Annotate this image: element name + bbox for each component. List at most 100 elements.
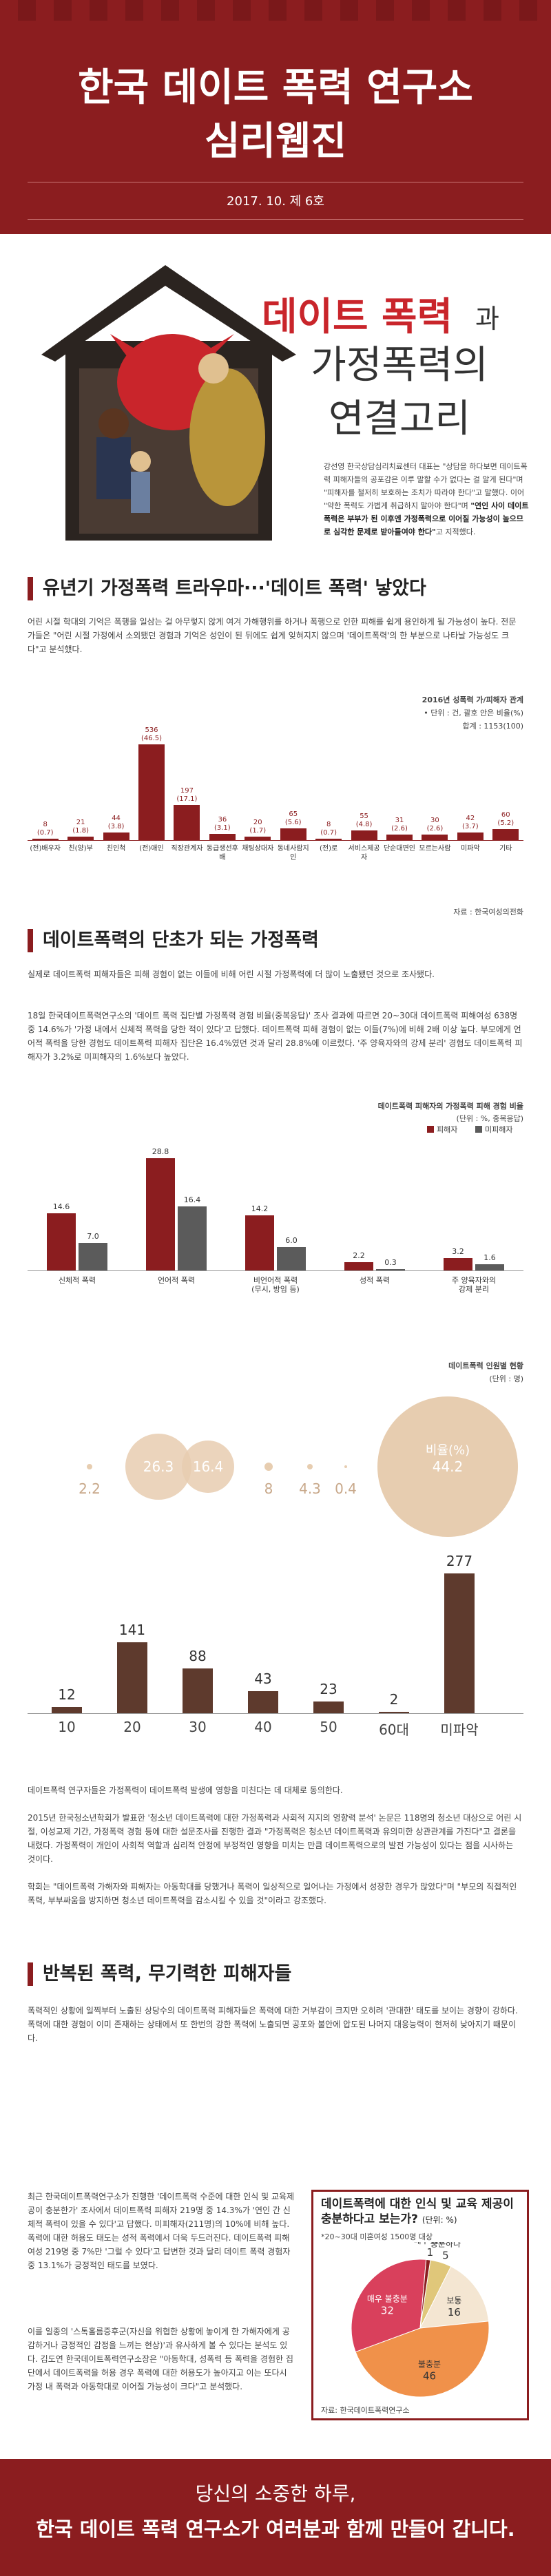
chart4-slice-label: 매우 충분 (413, 2242, 446, 2245)
chart3-bubble-value: 26.3 (143, 1458, 174, 1475)
chart1-value-label: 536 (46.5) (141, 726, 163, 743)
chart3-unit: (단위 : 명) (489, 1374, 523, 1383)
chart1-bar (209, 833, 236, 840)
chart3-baseline (28, 1713, 523, 1714)
chart3-value-label: 12 (58, 1686, 76, 1704)
chart1-category-label: 단순대면인 (383, 845, 415, 852)
chart1-category-label: 모르는사람 (419, 845, 451, 852)
chart1-category-label: 동급생선후배 (206, 845, 238, 861)
chart4-slice (351, 2259, 427, 2353)
chart2-value-label: 6.0 (285, 1236, 298, 1245)
chart1-category-label: (전)로 (320, 845, 338, 852)
header-pattern (0, 0, 551, 21)
chart4-slice-value: 5 (442, 2250, 449, 2262)
chart1-value-label: 55 (4.8) (355, 812, 373, 828)
section3-heading: 반복된 폭력, 무기력한 피해자들 (28, 1962, 523, 1986)
chart2-value-label: 14.6 (52, 1202, 70, 1212)
chart1-value-label: 60 (5.2) (497, 811, 514, 828)
chart3-bar (117, 1642, 147, 1713)
section2-body5: 학회는 "데이트폭력 가해자와 피해자는 아동학대를 당했거나 폭력이 일상적으… (28, 1882, 517, 1905)
legend-nonvictim: 미피해자 (485, 1125, 513, 1134)
chart4-slice-label: 보통 (446, 2296, 461, 2305)
chart3-value-label: 141 (118, 1621, 146, 1638)
chart3-bubble (307, 1464, 313, 1469)
chart3-value-label: 23 (320, 1681, 337, 1698)
chart1-category-label: (전)애인 (139, 845, 164, 852)
footer-banner (0, 2459, 551, 2576)
section1-heading: 유년기 가정폭력 트라우마···'데이트 폭력' 낳았다 (28, 577, 523, 600)
chart1-baseline (28, 840, 523, 841)
chart2-bar-nonvictim (475, 1264, 504, 1270)
chart1-value-label: 36 (3.1) (214, 815, 231, 832)
chart3-area: 2.2 26.3 16.4 8 4.3 0.4 44.2 비율(%) 12 10 141 20 88 30… (28, 1384, 523, 1756)
section2-body2: 18일 한국데이트폭력연구소의 '데이트 폭력 집단별 가정폭력 경험 비율(중… (28, 1011, 523, 1062)
hero-title-line2: 가정폭력의 (311, 343, 488, 388)
chart2-bar-victim (344, 1261, 373, 1270)
chart1-source: 자료 : 한국여성의전화 (453, 908, 523, 917)
footer-line2: 한국 데이트 폭력 연구소가 여러분과 함께 만들어 갑니다. (36, 2517, 515, 2541)
chart1-category-label: 친(양)부 (68, 845, 93, 852)
chart1-bar (138, 744, 165, 840)
chart1-value-label: 8 (0.7) (37, 820, 54, 837)
chart2-value-label: 0.3 (384, 1258, 397, 1267)
chart3-value-label: 88 (189, 1648, 207, 1665)
chart1-value-label: 8 (0.7) (320, 820, 337, 837)
section3-body3: 이를 일종의 '스톡홀름증후군(자신을 위협한 상황에 놓이게 한 가해자에게 … (28, 2327, 293, 2391)
chart3-category-label: 40 (254, 1719, 272, 1735)
chart2-value-label: 28.8 (152, 1146, 169, 1156)
chart3-bubble (344, 1465, 347, 1468)
chart2-value-label: 7.0 (87, 1232, 99, 1242)
chart2-category-label: 성적 폭력 (360, 1276, 390, 1285)
chart2-value-label: 14.2 (251, 1204, 269, 1213)
chart3-bar (313, 1701, 344, 1713)
chart3-bubble (125, 1434, 191, 1500)
chart4-slice-value: 46 (423, 2369, 436, 2382)
legend-swatch-nonvictim (475, 1126, 482, 1133)
chart2-bar-nonvictim (178, 1206, 207, 1270)
chart2-bar-nonvictim (79, 1243, 107, 1270)
chart4-title: 데이트폭력에 대한 인식 및 교육 제공이 충분하다고 보는가? (단위: %) (321, 2197, 521, 2228)
chart4-slice-value: 1 (427, 2246, 434, 2259)
chart4-subtitle: *20~30대 미혼여성 1500명 대상 (321, 2232, 433, 2241)
chart4-source: 자료: 한국데이트폭력연구소 (321, 2406, 410, 2415)
chart2-value-label: 16.4 (183, 1195, 201, 1205)
chart3-value-label: 43 (254, 1671, 272, 1688)
chart1-bar (245, 836, 271, 840)
hero-title-line3: 연결고리 (328, 397, 471, 441)
issue-date: 2017. 10. 제 6호 (227, 194, 324, 209)
chart3-bar (379, 1712, 409, 1713)
chart1-bar (422, 835, 448, 840)
chart1-bar (32, 838, 59, 840)
chart3-bubble-value: 2.2 (79, 1480, 101, 1497)
header-divider-bottom (28, 219, 523, 220)
chart4-slice-value: 16 (448, 2306, 461, 2318)
chart1-category-label: 동네사람지인 (277, 845, 309, 861)
section2-body3: 데이트폭력 연구자들은 가정폭력이 데이트폭력 발생에 영향을 미친다는 데 대… (28, 1786, 343, 1795)
hero-paragraph-end: 고 지적했다. (435, 527, 476, 536)
chart2-value-label: 2.2 (353, 1250, 365, 1260)
chart2-category-label: 신체적 폭력 (58, 1276, 96, 1285)
chart1-bar (386, 834, 413, 840)
chart3-category-label: 미파악 (440, 1721, 479, 1738)
chart2-unit: (단위 : %, 중복응답) (456, 1114, 523, 1123)
house-illustration (41, 265, 296, 541)
chart2-bar-victim (47, 1213, 76, 1270)
chart1-bar (351, 830, 377, 840)
chart3-value-label: 277 (446, 1552, 473, 1569)
chart1-title: 2016년 성폭력 가/피해자 관계 (422, 695, 523, 704)
section2-body4: 2015년 한국청소년학회가 발표한 '청소년 데이트폭력에 대한 가정폭력과 … (28, 1813, 522, 1864)
chart3-bubble-value: 8 (264, 1480, 273, 1497)
chart1-total: 합계 : 1153(100) (462, 722, 523, 731)
header-banner: 한국 데이트 폭력 연구소 심리웹진 2017. 10. 제 6호 (0, 0, 551, 234)
chart1-category-label: 서비스제공자 (348, 845, 380, 861)
chart1-bar (457, 833, 484, 840)
chart1-category-label: (전)배우자 (30, 845, 61, 852)
chart2-value-label: 1.6 (484, 1253, 496, 1262)
footer-line1: 당신의 소중한 하루, (195, 2482, 356, 2505)
chart4-slice-value: 32 (381, 2305, 394, 2317)
chart2-category-label: 비언어적 폭력 (무시, 방임 등) (251, 1276, 300, 1294)
chart2-bar-nonvictim (376, 1269, 405, 1270)
chart1-bar (67, 836, 94, 840)
chart1-category-label: 미파악 (461, 845, 480, 852)
